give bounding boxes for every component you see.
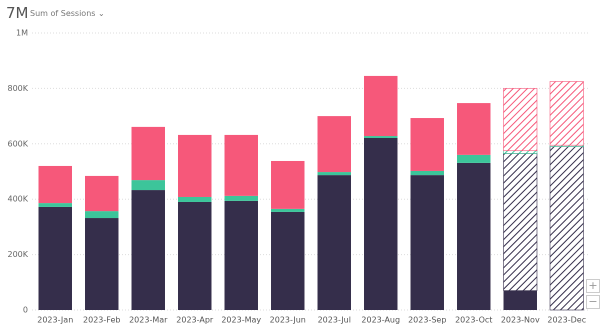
y-tick-label: 200K — [7, 250, 28, 259]
bar-segment — [178, 201, 212, 310]
x-tick-label: 2023-Aug — [361, 316, 400, 325]
zoom-in-button[interactable]: + — [586, 279, 600, 293]
x-tick-label: 2023-Oct — [455, 316, 492, 325]
forecast-bar-segment — [549, 81, 584, 146]
bar-segment — [410, 175, 444, 310]
bar-segment — [364, 136, 398, 138]
bar-segment — [457, 154, 491, 163]
bar-segment — [224, 195, 258, 201]
bar-segment — [38, 203, 72, 207]
y-tick-label: 600K — [7, 139, 28, 148]
bar-segment — [271, 208, 305, 212]
x-tick-label: 2023-Jun — [270, 316, 306, 325]
total-value: 7M — [6, 4, 29, 22]
y-tick-label: 800K — [7, 84, 28, 93]
forecast-bar-segment — [503, 150, 538, 154]
bar-segment — [131, 126, 165, 181]
forecast-bar-segment — [503, 153, 538, 291]
bar-segment — [178, 196, 212, 202]
y-tick-label: 0 — [23, 306, 28, 315]
y-tick-label: 400K — [7, 195, 28, 204]
bar-segment — [271, 160, 305, 209]
x-tick-label: 2023-May — [221, 316, 261, 325]
zoom-out-button[interactable]: − — [586, 295, 600, 309]
x-tick-label: 2023-Jul — [318, 316, 351, 325]
bar-segment — [131, 190, 165, 310]
bar-segment — [178, 134, 212, 197]
bar-segment — [457, 103, 491, 155]
bar-segment — [224, 200, 258, 310]
x-tick-label: 2023-Feb — [83, 316, 120, 325]
y-tick-label: 1M — [16, 29, 28, 38]
bar-segment — [224, 134, 258, 196]
x-tick-label: 2023-Nov — [501, 316, 540, 325]
bar-segment — [38, 206, 72, 310]
x-tick-label: 2023-Sep — [408, 316, 446, 325]
measure-dropdown[interactable]: Sum of Sessions ⌄ — [30, 9, 105, 18]
bar-segment — [457, 162, 491, 310]
bar-segment — [317, 116, 351, 173]
x-tick-label: 2023-Mar — [129, 316, 168, 325]
bar-segment — [410, 170, 444, 176]
bar-segment — [317, 175, 351, 310]
bar-segment — [317, 172, 351, 176]
x-tick-label: 2023-Jan — [37, 316, 73, 325]
x-tick-label: 2023-Dec — [547, 316, 586, 325]
bar-segment — [410, 118, 444, 171]
bar-segment — [131, 180, 165, 191]
bar-segment — [85, 218, 119, 310]
bar-segment — [38, 165, 72, 204]
bar-segment — [364, 137, 398, 310]
bar-segment — [85, 211, 119, 219]
forecast-bar-segment — [503, 88, 538, 152]
bar-segment — [364, 75, 398, 137]
x-tick-label: 2023-Apr — [176, 316, 214, 325]
measure-label: Sum of Sessions — [30, 9, 96, 18]
forecast-bar-segment — [549, 146, 584, 311]
bar-segment — [271, 211, 305, 310]
bar-segment — [85, 175, 119, 212]
bar-segment — [503, 290, 537, 310]
